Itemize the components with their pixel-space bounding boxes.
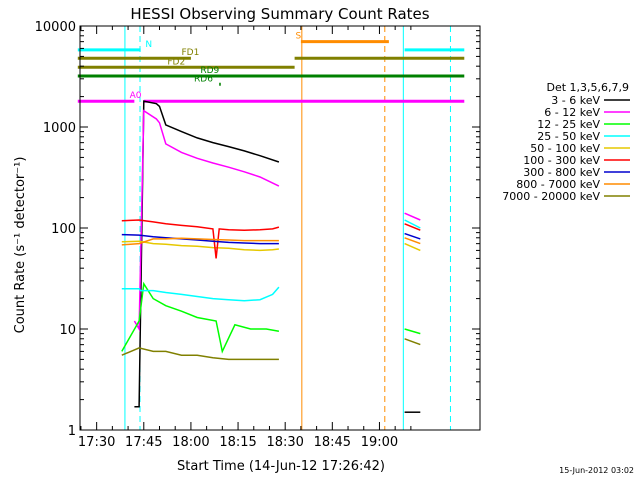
series-line xyxy=(121,347,279,361)
series-line-post xyxy=(404,223,421,231)
series-line-post xyxy=(404,328,421,335)
flag-label: N xyxy=(145,40,152,50)
x-tick-label: 18:15 xyxy=(219,435,256,450)
series-line-post xyxy=(404,237,421,245)
x-tick-label: 18:30 xyxy=(266,435,303,450)
flag-label: FD1 xyxy=(181,48,199,58)
x-tick-label: 17:45 xyxy=(125,435,162,450)
x-tick-label: 18:00 xyxy=(172,435,209,450)
series-line xyxy=(121,237,279,246)
timestamp: 15-Jun-2012 03:02 xyxy=(559,466,634,475)
series-line xyxy=(121,281,280,354)
series-line xyxy=(121,233,279,245)
legend-entry-label: 100 - 300 keV xyxy=(523,154,600,167)
axes: 1 10 100 1000 10000 17:30 17:45 18:00 18:15 18:30… xyxy=(35,20,481,450)
y-tick-label: 10 xyxy=(59,323,76,338)
x-tick-label: 19:00 xyxy=(361,435,398,450)
y-tick-label: 1000 xyxy=(43,121,76,136)
series-line-post xyxy=(404,212,421,221)
series-line xyxy=(133,109,280,332)
chart-title: HESSI Observing Summary Count Rates xyxy=(130,5,429,23)
legend-entry-label: 800 - 7000 keV xyxy=(516,178,600,191)
legend-entry-label: 50 - 100 keV xyxy=(530,142,600,155)
series-line-post xyxy=(404,232,421,240)
flag-label: A0 xyxy=(130,91,142,101)
series-lines xyxy=(121,100,421,413)
y-tick-label: 10000 xyxy=(35,20,76,35)
legend-title: Det 1,3,5,6,7,9 xyxy=(546,81,629,94)
series-line xyxy=(134,100,280,408)
x-tick-label: 17:30 xyxy=(78,435,115,450)
legend-entry-label: 6 - 12 keV xyxy=(544,106,600,119)
x-axis-label: Start Time (14-Jun-12 17:26:42) xyxy=(177,459,385,474)
flag-label: S xyxy=(296,32,302,42)
legend-entry-label: 7000 - 20000 keV xyxy=(502,190,600,203)
flag-label: RD6 xyxy=(194,74,213,84)
y-axis-label: Count Rate (s⁻¹ detector⁻¹) xyxy=(13,157,28,334)
series-line xyxy=(121,219,280,259)
legend-entry-label: 25 - 50 keV xyxy=(537,130,600,143)
legend-entry-label: 12 - 25 keV xyxy=(537,118,600,131)
x-tick-label: 18:45 xyxy=(314,435,351,450)
legend-entry-label: 3 - 6 keV xyxy=(551,94,600,107)
series-line xyxy=(121,286,280,302)
series-line-post xyxy=(404,219,421,229)
series-line xyxy=(121,240,279,252)
flag-label: FD2 xyxy=(167,57,185,67)
flag-label: RD9 xyxy=(200,66,219,76)
y-tick-label: 100 xyxy=(51,222,76,237)
y-tick-label: 1 xyxy=(68,424,76,439)
legend-entry-label: 300 - 800 keV xyxy=(523,166,600,179)
series-line-post xyxy=(404,338,421,346)
series-line-post xyxy=(404,242,421,252)
